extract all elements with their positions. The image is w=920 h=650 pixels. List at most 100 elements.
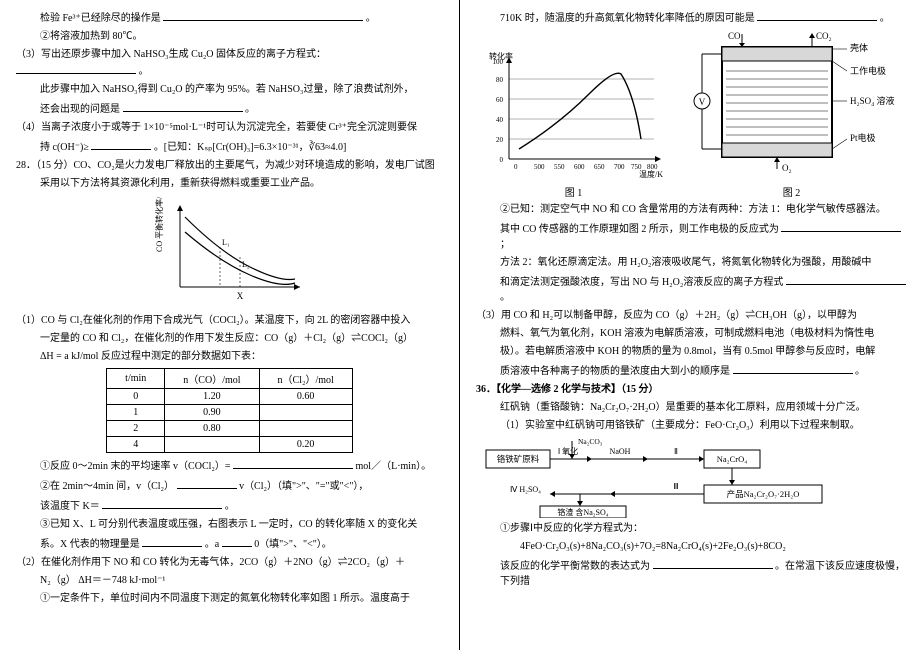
figure-row: 0 20 40 60 80 100 0 500 550 600 650 700 …	[472, 29, 908, 199]
svg-text:H₂SO₄ 溶液: H₂SO₄ 溶液	[850, 95, 895, 106]
text: ①一定条件下，单位时间内不同温度下测定的氮氧化物转化率如图 1 所示。温度高于	[40, 593, 410, 604]
text: ①反应 0～2min 末的平均速率 v（COCl₂）=	[40, 461, 231, 472]
line-7: 持 c(OH⁻)≥ 。[已知：Kₛₚ[Cr(OH)₃]=6.3×10⁻³¹，∛6…	[12, 138, 447, 155]
text: （1）实验室中红矾钠可用铬铁矿（主要成分：FeO·Cr₂O₃）利用以下过程来制取…	[500, 420, 860, 431]
td: 0.80	[165, 421, 259, 437]
blank	[102, 497, 222, 509]
svg-text:NaOH: NaOH	[610, 447, 631, 456]
text: 。	[855, 366, 865, 377]
svg-text:壳体: 壳体	[850, 42, 868, 53]
r2c: 方法 2：氧化还原滴定法。用 H₂O₂溶液吸收尾气，将氮氧化物转化为强酸，用酸碱…	[472, 255, 908, 270]
r3d: 质溶液中各种离子的物质的量浓度由大到小的顺序是 。	[472, 362, 908, 379]
svg-text:80: 80	[496, 76, 504, 84]
svg-text:60: 60	[496, 96, 504, 104]
p1d: ①反应 0～2min 末的平均速率 v（COCl₂）= mol／（L·min）。	[12, 457, 447, 474]
r2a: ②已知：测定空气中 NO 和 CO 含量常用的方法有两种：方法 1：电化学气敏传…	[472, 202, 908, 217]
td: 1	[107, 405, 165, 421]
r1: 710K 时，随温度的升高氮氧化物转化率降低的原因可能是 。	[472, 9, 908, 26]
td	[259, 421, 352, 437]
p1b: 一定量的 CO 和 Cl₂，在催化剂的作用下发生反应：CO（g）＋Cl₂（g）⇌…	[12, 331, 447, 346]
co-conversion-chart: L₁ L₂ X CO 平衡转化率/%	[150, 197, 310, 307]
text: ；	[500, 239, 510, 250]
svg-text:Na₂CrO₄: Na₂CrO₄	[717, 454, 748, 464]
td: 0.60	[259, 389, 352, 405]
text: 。	[139, 66, 149, 77]
svg-text:X: X	[236, 291, 243, 301]
text: mol／（L·min）。	[356, 461, 432, 472]
table-header-row: t/min n（CO）/mol n（Cl₂）/mol	[107, 369, 353, 389]
blank	[163, 9, 363, 21]
td	[259, 405, 352, 421]
text: 燃料、氧气为氧化剂，KOH 溶液为电解质溶液，可制成燃料电池（电极材料为惰性电	[500, 328, 874, 339]
svg-text:转化率: 转化率	[489, 51, 513, 61]
p1h: 系。X 代表的物理量是 。a 0（填">"、"<"）。	[12, 535, 447, 552]
q28-head: 28．（15 分）CO、CO₂是火力发电厂释放出的主要尾气，为减少对环境造成的影…	[12, 158, 447, 173]
text: 一定量的 CO 和 Cl₂，在催化剂的作用下发生反应：CO（g）＋Cl₂（g）⇌…	[40, 333, 413, 344]
right-column: 710K 时，随温度的升高氮氧化物转化率降低的原因可能是 。 0 20 40 6…	[460, 0, 920, 650]
q36d: ①步骤Ⅰ中反应的化学方程式为：	[472, 521, 908, 536]
svg-text:L₁: L₁	[222, 238, 230, 247]
q28-head2: 采用以下方法将其资源化利用，重新获得燃料或重要工业产品。	[12, 176, 447, 191]
svg-text:0: 0	[499, 156, 503, 164]
electrochem-cell-diagram: CO CO₂ O₂ V 壳体 工作电极 H₂SO₄ 溶液 Pt电极	[682, 29, 902, 179]
blank	[177, 477, 237, 489]
th: n（CO）/mol	[165, 369, 259, 389]
fig1-wrap: 0 20 40 60 80 100 0 500 550 600 650 700 …	[479, 49, 669, 199]
text: 36．【化学—选修 2 化学与技术】（15 分）	[476, 384, 659, 395]
p1f: 该温度下 K＝ 。	[12, 497, 447, 514]
q36b: 红矾钠（重铬酸钠：Na₂Cr₂O₇·2H₂O）是重要的基本化工原料，应用领域十分…	[472, 400, 908, 415]
fig2-label: 图 2	[682, 184, 902, 199]
svg-text:CO: CO	[728, 31, 741, 41]
svg-text:Na₂CO₃: Na₂CO₃	[578, 437, 603, 446]
p1e: ②在 2min～4min 间，v（Cl₂） v（Cl₂）（填">"、"="或"<…	[12, 477, 447, 494]
blank	[123, 100, 243, 112]
table-row: 0 1.20 0.60	[107, 389, 353, 405]
text: 和滴定法测定强酸浓度，写出 NO 与 H₂O₂溶液反应的离子方程式	[500, 277, 783, 288]
table-row: 4 0.20	[107, 437, 353, 453]
table-row: 2 0.80	[107, 421, 353, 437]
blank	[781, 220, 901, 232]
r3b: 燃料、氧气为氧化剂，KOH 溶液为电解质溶液，可制成燃料电池（电极材料为惰性电	[472, 326, 908, 341]
line-4: 此步骤中加入 NaHSO₃得到 Cu₂O 的产率为 95%。若 NaHSO₃过量…	[12, 82, 447, 97]
text: 系。X 代表的物理量是	[40, 539, 140, 550]
svg-text:40: 40	[496, 116, 504, 124]
text: ②已知：测定空气中 NO 和 CO 含量常用的方法有两种：方法 1：电化学气敏传…	[500, 204, 886, 215]
text: 。	[245, 104, 255, 115]
text: 此步骤中加入 NaHSO₃得到 Cu₂O 的产率为 95%。若 NaHSO₃过量…	[40, 84, 414, 95]
text: v（Cl₂）（填">"、"="或"<"），	[239, 481, 368, 492]
td	[165, 437, 259, 453]
text: 。	[366, 13, 376, 24]
conversion-temp-chart: 0 20 40 60 80 100 0 500 550 600 650 700 …	[479, 49, 669, 179]
line-fe-check: 检验 Fe³⁺已经除尽的操作是 。	[12, 9, 447, 26]
text: 方法 2：氧化还原滴定法。用 H₂O₂溶液吸收尾气，将氮氧化物转化为强酸，用酸碱…	[500, 257, 871, 268]
text: ①步骤Ⅰ中反应的化学方程式为：	[500, 523, 643, 534]
svg-text:温度/K: 温度/K	[639, 169, 663, 179]
svg-text:Ⅲ: Ⅲ	[673, 482, 679, 491]
svg-text:700: 700	[614, 163, 625, 171]
text: 采用以下方法将其资源化利用，重新获得燃料或重要工业产品。	[40, 178, 320, 189]
p1c: ΔH = a kJ/mol 反应过程中测定的部分数据如下表：	[12, 349, 447, 364]
left-column: 检验 Fe³⁺已经除尽的操作是 。 ②将溶液加热到 80℃。 （3）写出还原步骤…	[0, 0, 460, 650]
r3a: （3）用 CO 和 H₂可以制备甲醇，反应为 CO（g）＋2H₂（g）⇌CH₃O…	[472, 308, 908, 323]
blank	[91, 138, 151, 150]
text: 质溶液中各种离子的物质的量浓度由大到小的顺序是	[500, 366, 730, 377]
p1a: （1）CO 与 Cl₂在催化剂的作用下合成光气（COCl₂）。某温度下，向 2L…	[12, 313, 447, 328]
svg-text:CO₂: CO₂	[816, 31, 832, 41]
svg-text:Pt电极: Pt电极	[850, 132, 876, 143]
svg-text:550: 550	[554, 163, 565, 171]
blank	[757, 9, 877, 21]
svg-text:Ⅳ H₂SO₄: Ⅳ H₂SO₄	[510, 485, 541, 494]
td: 2	[107, 421, 165, 437]
process-flowchart: 铬铁矿原料 Ⅰ 氧化 Na₂CO₃ NaOH Ⅱ Na₂CrO₄ Ⅳ H₂SO₄…	[480, 436, 900, 518]
svg-text:L₂: L₂	[242, 260, 250, 269]
svg-text:650: 650	[594, 163, 605, 171]
p2b: N₂（g） ΔH＝－748 kJ·mol⁻¹	[12, 573, 447, 588]
p1g: ③已知 X、L 可分别代表温度或压强，右图表示 L 一定时，CO 的转化率随 X…	[12, 517, 447, 532]
text: 。[已知：Kₛₚ[Cr(OH)₃]=6.3×10⁻³¹，∛63≈4.0]	[154, 142, 347, 153]
svg-text:500: 500	[534, 163, 545, 171]
blank	[733, 362, 853, 374]
blank	[16, 62, 136, 74]
svg-text:O₂: O₂	[782, 163, 792, 173]
text: ΔH = a kJ/mol 反应过程中测定的部分数据如下表：	[40, 351, 261, 362]
text: ②将溶液加热到 80℃。	[40, 31, 143, 42]
